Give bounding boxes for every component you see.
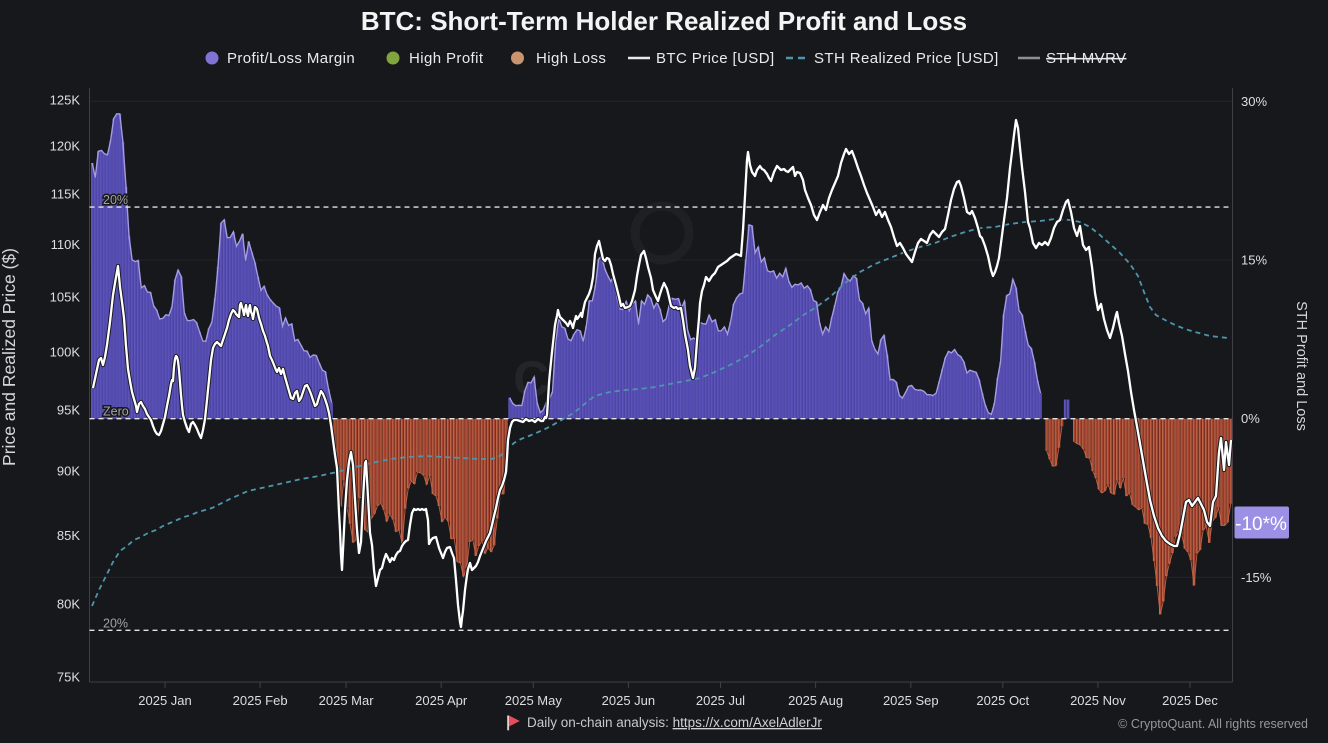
svg-text:105K: 105K	[50, 289, 81, 304]
svg-text:100K: 100K	[50, 345, 81, 360]
svg-text:© CryptoQuant. All rights rese: © CryptoQuant. All rights reserved	[1118, 717, 1308, 731]
svg-text:75K: 75K	[57, 670, 80, 685]
svg-text:2025 Nov: 2025 Nov	[1070, 693, 1126, 708]
svg-text:2025 Jan: 2025 Jan	[138, 693, 192, 708]
svg-text:20%: 20%	[103, 193, 128, 207]
svg-text:80K: 80K	[57, 597, 80, 612]
svg-text:2025 May: 2025 May	[505, 693, 563, 708]
svg-text:Price and Realized Price ($): Price and Realized Price ($)	[0, 248, 19, 466]
svg-text:110K: 110K	[51, 237, 81, 252]
svg-text:30%: 30%	[1241, 94, 1267, 109]
svg-text:-15%: -15%	[1241, 570, 1272, 585]
svg-text:BTC Price [USD]: BTC Price [USD]	[656, 50, 775, 67]
svg-text:2025 Jun: 2025 Jun	[602, 693, 656, 708]
svg-text:STH MVRV: STH MVRV	[1046, 50, 1126, 67]
svg-text:BTC: Short-Term Holder Realize: BTC: Short-Term Holder Realized Profit a…	[361, 6, 967, 36]
svg-text:2025 Jul: 2025 Jul	[696, 693, 745, 708]
svg-text:125K: 125K	[50, 93, 81, 108]
svg-text:90K: 90K	[57, 464, 80, 479]
svg-text:Profit/Loss Margin: Profit/Loss Margin	[227, 50, 355, 67]
svg-text:2025 Oct: 2025 Oct	[976, 693, 1029, 708]
svg-text:2025 Aug: 2025 Aug	[788, 693, 843, 708]
svg-text:2025 Apr: 2025 Apr	[415, 693, 468, 708]
svg-text:2025 Dec: 2025 Dec	[1162, 693, 1218, 708]
svg-text:15%: 15%	[1241, 253, 1267, 268]
svg-text:20%: 20%	[103, 616, 128, 630]
svg-text:2025 Feb: 2025 Feb	[233, 693, 288, 708]
svg-text:Zero: Zero	[103, 405, 129, 419]
svg-text:95K: 95K	[57, 403, 80, 418]
svg-text:High Profit: High Profit	[409, 50, 484, 67]
svg-text:STH Profit and Loss: STH Profit and Loss	[1293, 301, 1309, 431]
svg-text:-10*%: -10*%	[1235, 514, 1287, 535]
svg-text:85K: 85K	[57, 528, 80, 543]
svg-text:2025 Sep: 2025 Sep	[883, 693, 939, 708]
svg-text:Daily on-chain analysis: https: Daily on-chain analysis: https://x.com/A…	[527, 715, 822, 730]
svg-text:High Loss: High Loss	[536, 50, 606, 67]
svg-text:120K: 120K	[50, 139, 81, 154]
svg-text:0%: 0%	[1241, 411, 1260, 426]
svg-text:115K: 115K	[51, 187, 81, 202]
svg-text:2025 Mar: 2025 Mar	[319, 693, 375, 708]
svg-text:STH Realized Price [USD]: STH Realized Price [USD]	[814, 50, 999, 67]
